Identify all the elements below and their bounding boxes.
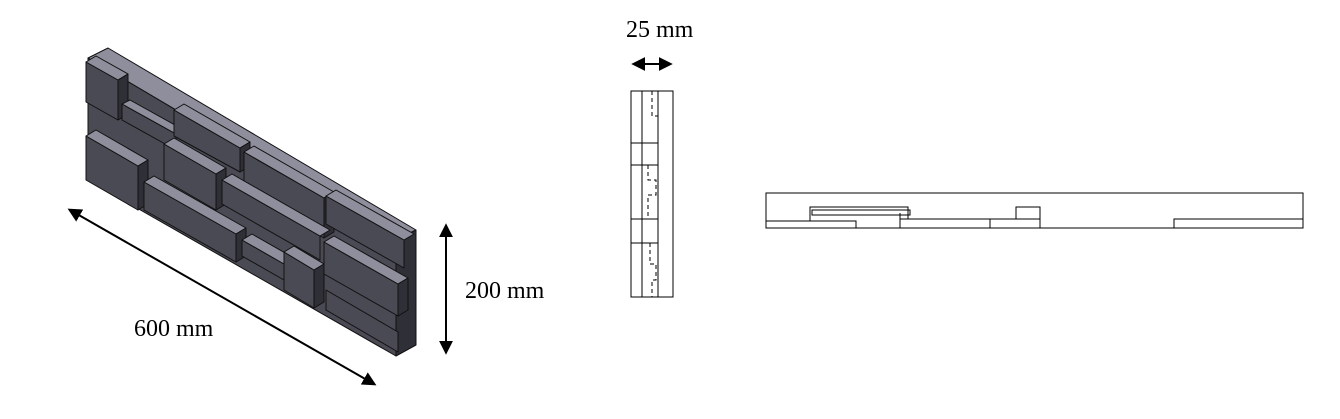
dimension-arrows <box>67 57 673 386</box>
thickness-label: 25 mm <box>626 17 694 43</box>
side-view-hidden-line <box>647 165 657 219</box>
side-view-protrusion <box>630 218 659 244</box>
side-view <box>630 90 674 298</box>
side-view-hidden-line <box>651 91 659 143</box>
stone-side <box>313 263 325 309</box>
top-view-profile <box>900 218 991 228</box>
isometric-view <box>85 47 417 357</box>
side-view-outline <box>630 90 674 298</box>
stone-side <box>397 277 409 317</box>
top-view-step <box>811 209 911 216</box>
side-view-hidden-line <box>649 243 657 297</box>
side-view-protrusion <box>630 142 659 166</box>
top-view-profile <box>810 220 857 228</box>
top-view-profile <box>1173 218 1303 228</box>
top-view <box>765 192 1304 229</box>
height-label: 200 mm <box>465 278 545 304</box>
top-view-outline <box>765 192 1304 229</box>
length-dimension-arrow <box>67 208 377 386</box>
length-label: 600 mm <box>134 316 214 342</box>
